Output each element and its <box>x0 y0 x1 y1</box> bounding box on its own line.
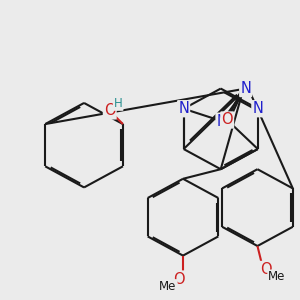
Text: N: N <box>252 101 263 116</box>
Text: O: O <box>221 112 233 128</box>
Text: O: O <box>174 272 185 286</box>
Text: N: N <box>240 81 251 96</box>
Text: Me: Me <box>268 271 286 284</box>
Text: O: O <box>104 103 116 118</box>
Text: Me: Me <box>159 280 177 293</box>
Text: H: H <box>114 97 122 110</box>
Text: N: N <box>178 101 189 116</box>
Text: O: O <box>260 262 272 277</box>
Text: N: N <box>217 114 227 129</box>
